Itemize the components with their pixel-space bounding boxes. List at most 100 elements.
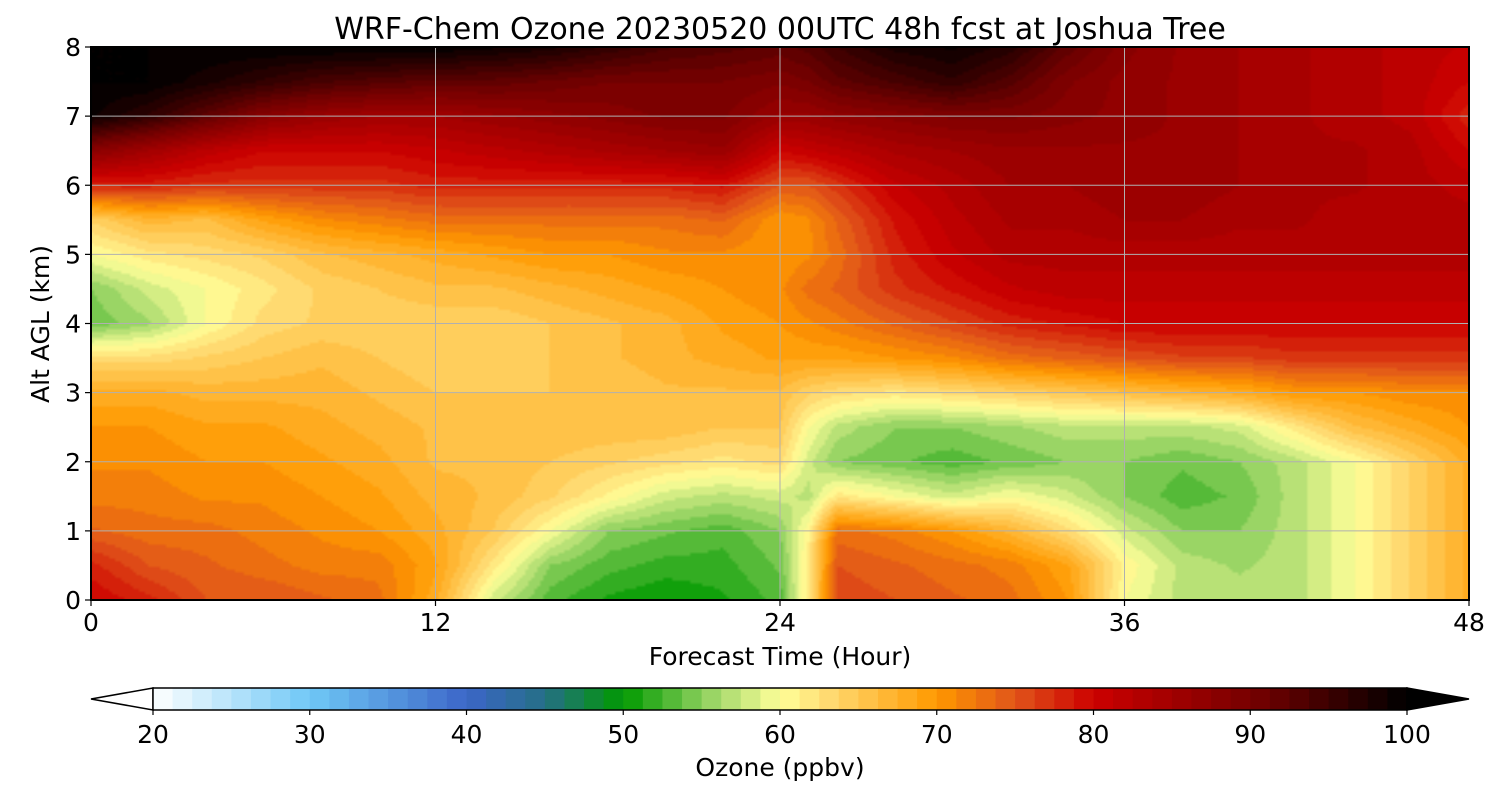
colorbar-segment (701, 688, 722, 710)
colorbar-segment (682, 688, 703, 710)
x-tick-label: 0 (83, 608, 99, 637)
colorbar-segment (1328, 688, 1349, 710)
colorbar-segment (584, 688, 605, 710)
colorbar-segment (1387, 688, 1408, 710)
colorbar-segment (1015, 688, 1036, 710)
colorbar-tick-label: 20 (137, 720, 169, 749)
x-tick-label: 24 (764, 608, 796, 637)
colorbar-segment (740, 688, 761, 710)
colorbar-segment (525, 688, 546, 710)
x-tick-label: 36 (1109, 608, 1141, 637)
colorbar-tick-label: 100 (1383, 720, 1431, 749)
colorbar-segment (780, 688, 801, 710)
x-axis-label: Forecast Time (Hour) (649, 642, 912, 671)
colorbar-label: Ozone (ppbv) (695, 753, 864, 782)
colorbar-segment (1152, 688, 1173, 710)
colorbar-segment (250, 688, 272, 710)
colorbar-tick-label: 80 (1078, 720, 1110, 749)
colorbar-low-extension (90, 687, 154, 711)
y-tick-label: 4 (65, 310, 81, 339)
colorbar-segment (956, 688, 977, 710)
colorbar-segment (1230, 688, 1251, 710)
y-tick-label: 1 (65, 517, 81, 546)
colorbar-segment (153, 688, 174, 710)
colorbar-segment (1113, 688, 1134, 710)
colorbar-segment (975, 688, 997, 710)
chart-title: WRF-Chem Ozone 20230520 00UTC 48h fcst a… (334, 12, 1226, 47)
colorbar-segment (877, 688, 899, 710)
colorbar-segment (1054, 688, 1075, 710)
colorbar-segment (838, 688, 859, 710)
y-tick-label: 0 (65, 586, 81, 615)
colorbar-tick-label: 90 (1234, 720, 1266, 749)
colorbar-segment (309, 688, 330, 710)
colorbar-segment (1211, 688, 1232, 710)
colorbar-segment (407, 688, 428, 710)
colorbar-segment (1132, 688, 1153, 710)
colorbar-segment (564, 688, 585, 710)
colorbar-segment (760, 688, 781, 710)
plot-area (91, 47, 1469, 600)
colorbar-segment (368, 688, 389, 710)
colorbar-segment (348, 688, 370, 710)
colorbar-segment (466, 688, 487, 710)
colorbar: 20 30 40 50 60 70 80 90 100 Ozone (ppbv) (90, 687, 1470, 782)
colorbar-segment (270, 688, 291, 710)
colorbar-segment (1171, 688, 1193, 710)
colorbar-segment (662, 688, 683, 710)
colorbar-segment (858, 688, 879, 710)
y-tick-label: 2 (65, 448, 81, 477)
colorbar-segment (1309, 688, 1330, 710)
y-axis-ticks: 0 1 2 3 4 5 6 7 8 (65, 33, 91, 615)
colorbar-segment (172, 688, 193, 710)
colorbar-segment (211, 688, 232, 710)
colorbar-segment (544, 688, 566, 710)
colorbar-high-extension (1406, 687, 1470, 711)
colorbar-segments (153, 688, 1408, 710)
colorbar-segment (1073, 688, 1095, 710)
colorbar-tick-label: 30 (294, 720, 326, 749)
x-tick-label: 12 (420, 608, 452, 637)
y-tick-label: 5 (65, 240, 81, 269)
colorbar-segment (446, 688, 468, 710)
y-tick-label: 7 (65, 102, 81, 131)
colorbar-segment (192, 688, 213, 710)
colorbar-segment (329, 688, 350, 710)
colorbar-segment (388, 688, 409, 710)
colorbar-tick-label: 50 (607, 720, 639, 749)
colorbar-segment (1289, 688, 1310, 710)
colorbar-segment (1250, 688, 1271, 710)
colorbar-segment (1034, 688, 1055, 710)
colorbar-segment (1093, 688, 1114, 710)
y-tick-label: 6 (65, 171, 81, 200)
colorbar-tick-label: 40 (451, 720, 483, 749)
colorbar-segment (623, 688, 644, 710)
colorbar-segment (1269, 688, 1291, 710)
colorbar-segment (427, 688, 448, 710)
colorbar-segment (642, 688, 664, 710)
colorbar-segment (505, 688, 526, 710)
colorbar-segment (486, 688, 507, 710)
colorbar-segment (1348, 688, 1369, 710)
colorbar-segment (603, 688, 624, 710)
y-tick-label: 3 (65, 379, 81, 408)
colorbar-segment (231, 688, 252, 710)
colorbar-ticks: 20 30 40 50 60 70 80 90 100 (137, 710, 1431, 749)
colorbar-segment (1191, 688, 1212, 710)
colorbar-tick-label: 70 (921, 720, 953, 749)
x-axis-ticks: 0 12 24 36 48 (83, 600, 1485, 637)
colorbar-segment (1367, 688, 1388, 710)
colorbar-segment (819, 688, 840, 710)
colorbar-segment (995, 688, 1016, 710)
y-tick-label: 8 (65, 33, 81, 62)
colorbar-segment (936, 688, 957, 710)
y-axis-label: Alt AGL (km) (26, 245, 55, 403)
grid-lines (91, 47, 1469, 600)
colorbar-segment (721, 688, 742, 710)
x-tick-label: 48 (1453, 608, 1485, 637)
colorbar-segment (897, 688, 918, 710)
colorbar-tick-label: 60 (764, 720, 796, 749)
colorbar-segment (290, 688, 311, 710)
colorbar-segment (799, 688, 820, 710)
